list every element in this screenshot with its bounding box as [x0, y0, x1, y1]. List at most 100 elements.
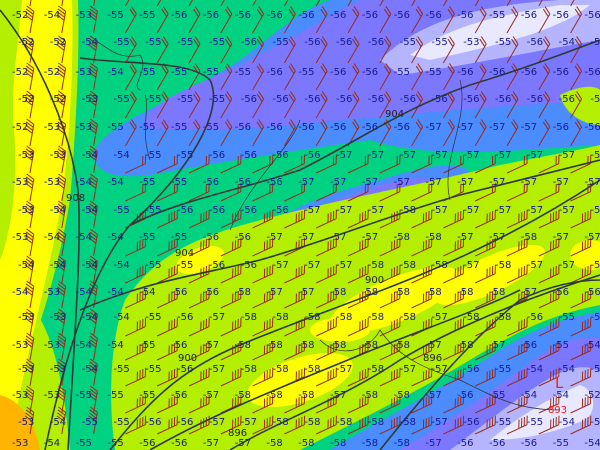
- temperature-label: -57: [489, 340, 505, 351]
- temperature-label: -57: [457, 177, 473, 188]
- wind-barb: [88, 62, 98, 91]
- temperature-label: -58: [425, 232, 441, 243]
- wind-barb: [88, 406, 98, 435]
- wind-barb: [284, 289, 306, 309]
- temperature-label: -55: [553, 340, 569, 351]
- wind-barb: [220, 394, 242, 414]
- wind-barb: [411, 63, 424, 91]
- temperature-label: -58: [400, 312, 416, 323]
- temperature-label: -56: [489, 67, 505, 78]
- temperature-label: -55: [495, 37, 511, 48]
- temperature-label: -58: [298, 340, 314, 351]
- wind-barb: [188, 317, 210, 337]
- wind-barb: [474, 91, 487, 119]
- contour-label: 900: [365, 275, 384, 286]
- wind-barb: [188, 394, 210, 414]
- temperature-label: -53: [18, 417, 34, 428]
- wind-barb: [56, 90, 67, 119]
- temperature-label: -56: [394, 122, 410, 133]
- temperature-label: -52: [12, 67, 28, 78]
- temperature-label: -54: [590, 312, 600, 323]
- temperature-label: -53: [44, 122, 60, 133]
- temperature-label: -56: [145, 417, 161, 428]
- temperature-label: -58: [272, 364, 288, 375]
- contour-904-loop: [44, 57, 215, 450]
- temperature-label: -55: [203, 122, 219, 133]
- wind-barb: [506, 119, 519, 147]
- wind-barb: [442, 0, 455, 7]
- wind-barb: [347, 209, 369, 229]
- wind-barb: [24, 406, 35, 435]
- temperature-label: -52: [18, 94, 34, 105]
- temperature-label: -55: [107, 390, 123, 401]
- wind-barb: [56, 358, 67, 387]
- wind-barb: [347, 289, 369, 309]
- temperature-label: -54: [44, 232, 60, 243]
- temperature-label: -58: [394, 287, 410, 298]
- wind-barb: [124, 0, 137, 7]
- temperature-label: -58: [241, 312, 257, 323]
- temperature-label: -56: [235, 122, 251, 133]
- temperature-label: -55: [400, 37, 416, 48]
- temperature-label: -52: [44, 67, 60, 78]
- temperature-label: -55: [76, 390, 92, 401]
- temperature-label: -57: [330, 232, 346, 243]
- wind-barb: [24, 118, 35, 147]
- wind-barb: [188, 367, 210, 387]
- wind-barb: [125, 264, 147, 284]
- contour-label: 904: [175, 248, 194, 259]
- temperature-label: -55: [177, 94, 193, 105]
- temperature-label: -55: [107, 122, 123, 133]
- temperature-label: -56: [235, 10, 251, 21]
- wind-barb: [24, 358, 35, 387]
- temperature-label: -56: [272, 94, 288, 105]
- temperature-label: -56: [203, 10, 219, 21]
- patch-yellow: [176, 245, 224, 275]
- wind-barb: [474, 63, 487, 91]
- temperature-label: -56: [521, 67, 537, 78]
- temperature-label: -54: [527, 364, 543, 375]
- wind-barb: [156, 264, 178, 284]
- wind-barb: [24, 255, 35, 284]
- temperature-label: -58: [304, 417, 320, 428]
- wind-barb: [283, 6, 296, 34]
- wind-barb: [283, 63, 296, 91]
- temperature-label: -55: [139, 390, 155, 401]
- wind-barb: [252, 237, 274, 257]
- wind-barb: [443, 367, 465, 387]
- temperature-label: -53: [76, 67, 92, 78]
- wind-barb: [220, 289, 242, 309]
- temperature-label: -54: [44, 10, 60, 21]
- temperature-label: -56: [171, 287, 187, 298]
- temperature-label: -52: [18, 37, 34, 48]
- wind-barb: [156, 91, 169, 119]
- wind-barb: [284, 264, 306, 284]
- wind-barb: [570, 264, 592, 284]
- temperature-label: -58: [521, 232, 537, 243]
- wind-barb: [347, 154, 369, 174]
- wind-barb: [315, 367, 337, 387]
- wind-barb: [411, 6, 424, 34]
- wind-barb: [88, 332, 98, 361]
- wind-barb: [347, 317, 369, 337]
- wind-barb: [379, 264, 401, 284]
- temperature-label: -58: [457, 287, 473, 298]
- temperature-label: -56: [272, 150, 288, 161]
- wind-barb: [56, 406, 67, 435]
- wind-barb: [379, 182, 401, 202]
- temperature-label: -55: [489, 10, 505, 21]
- wind-barb: [379, 317, 401, 337]
- temperature-label: -53: [50, 364, 66, 375]
- wind-barb: [88, 173, 98, 202]
- wind-barb: [188, 154, 210, 174]
- band-yellowgreen-right-edge: [560, 86, 600, 125]
- temperature-label: -52: [584, 390, 600, 401]
- temperature-label: -56: [495, 94, 511, 105]
- wind-barb: [284, 317, 306, 337]
- wind-barb: [188, 91, 201, 119]
- wind-barb: [56, 5, 67, 34]
- temperature-label: -57: [431, 417, 447, 428]
- temperature-label: -55: [394, 67, 410, 78]
- wind-barb: [220, 91, 233, 119]
- temperature-label: -57: [584, 177, 600, 188]
